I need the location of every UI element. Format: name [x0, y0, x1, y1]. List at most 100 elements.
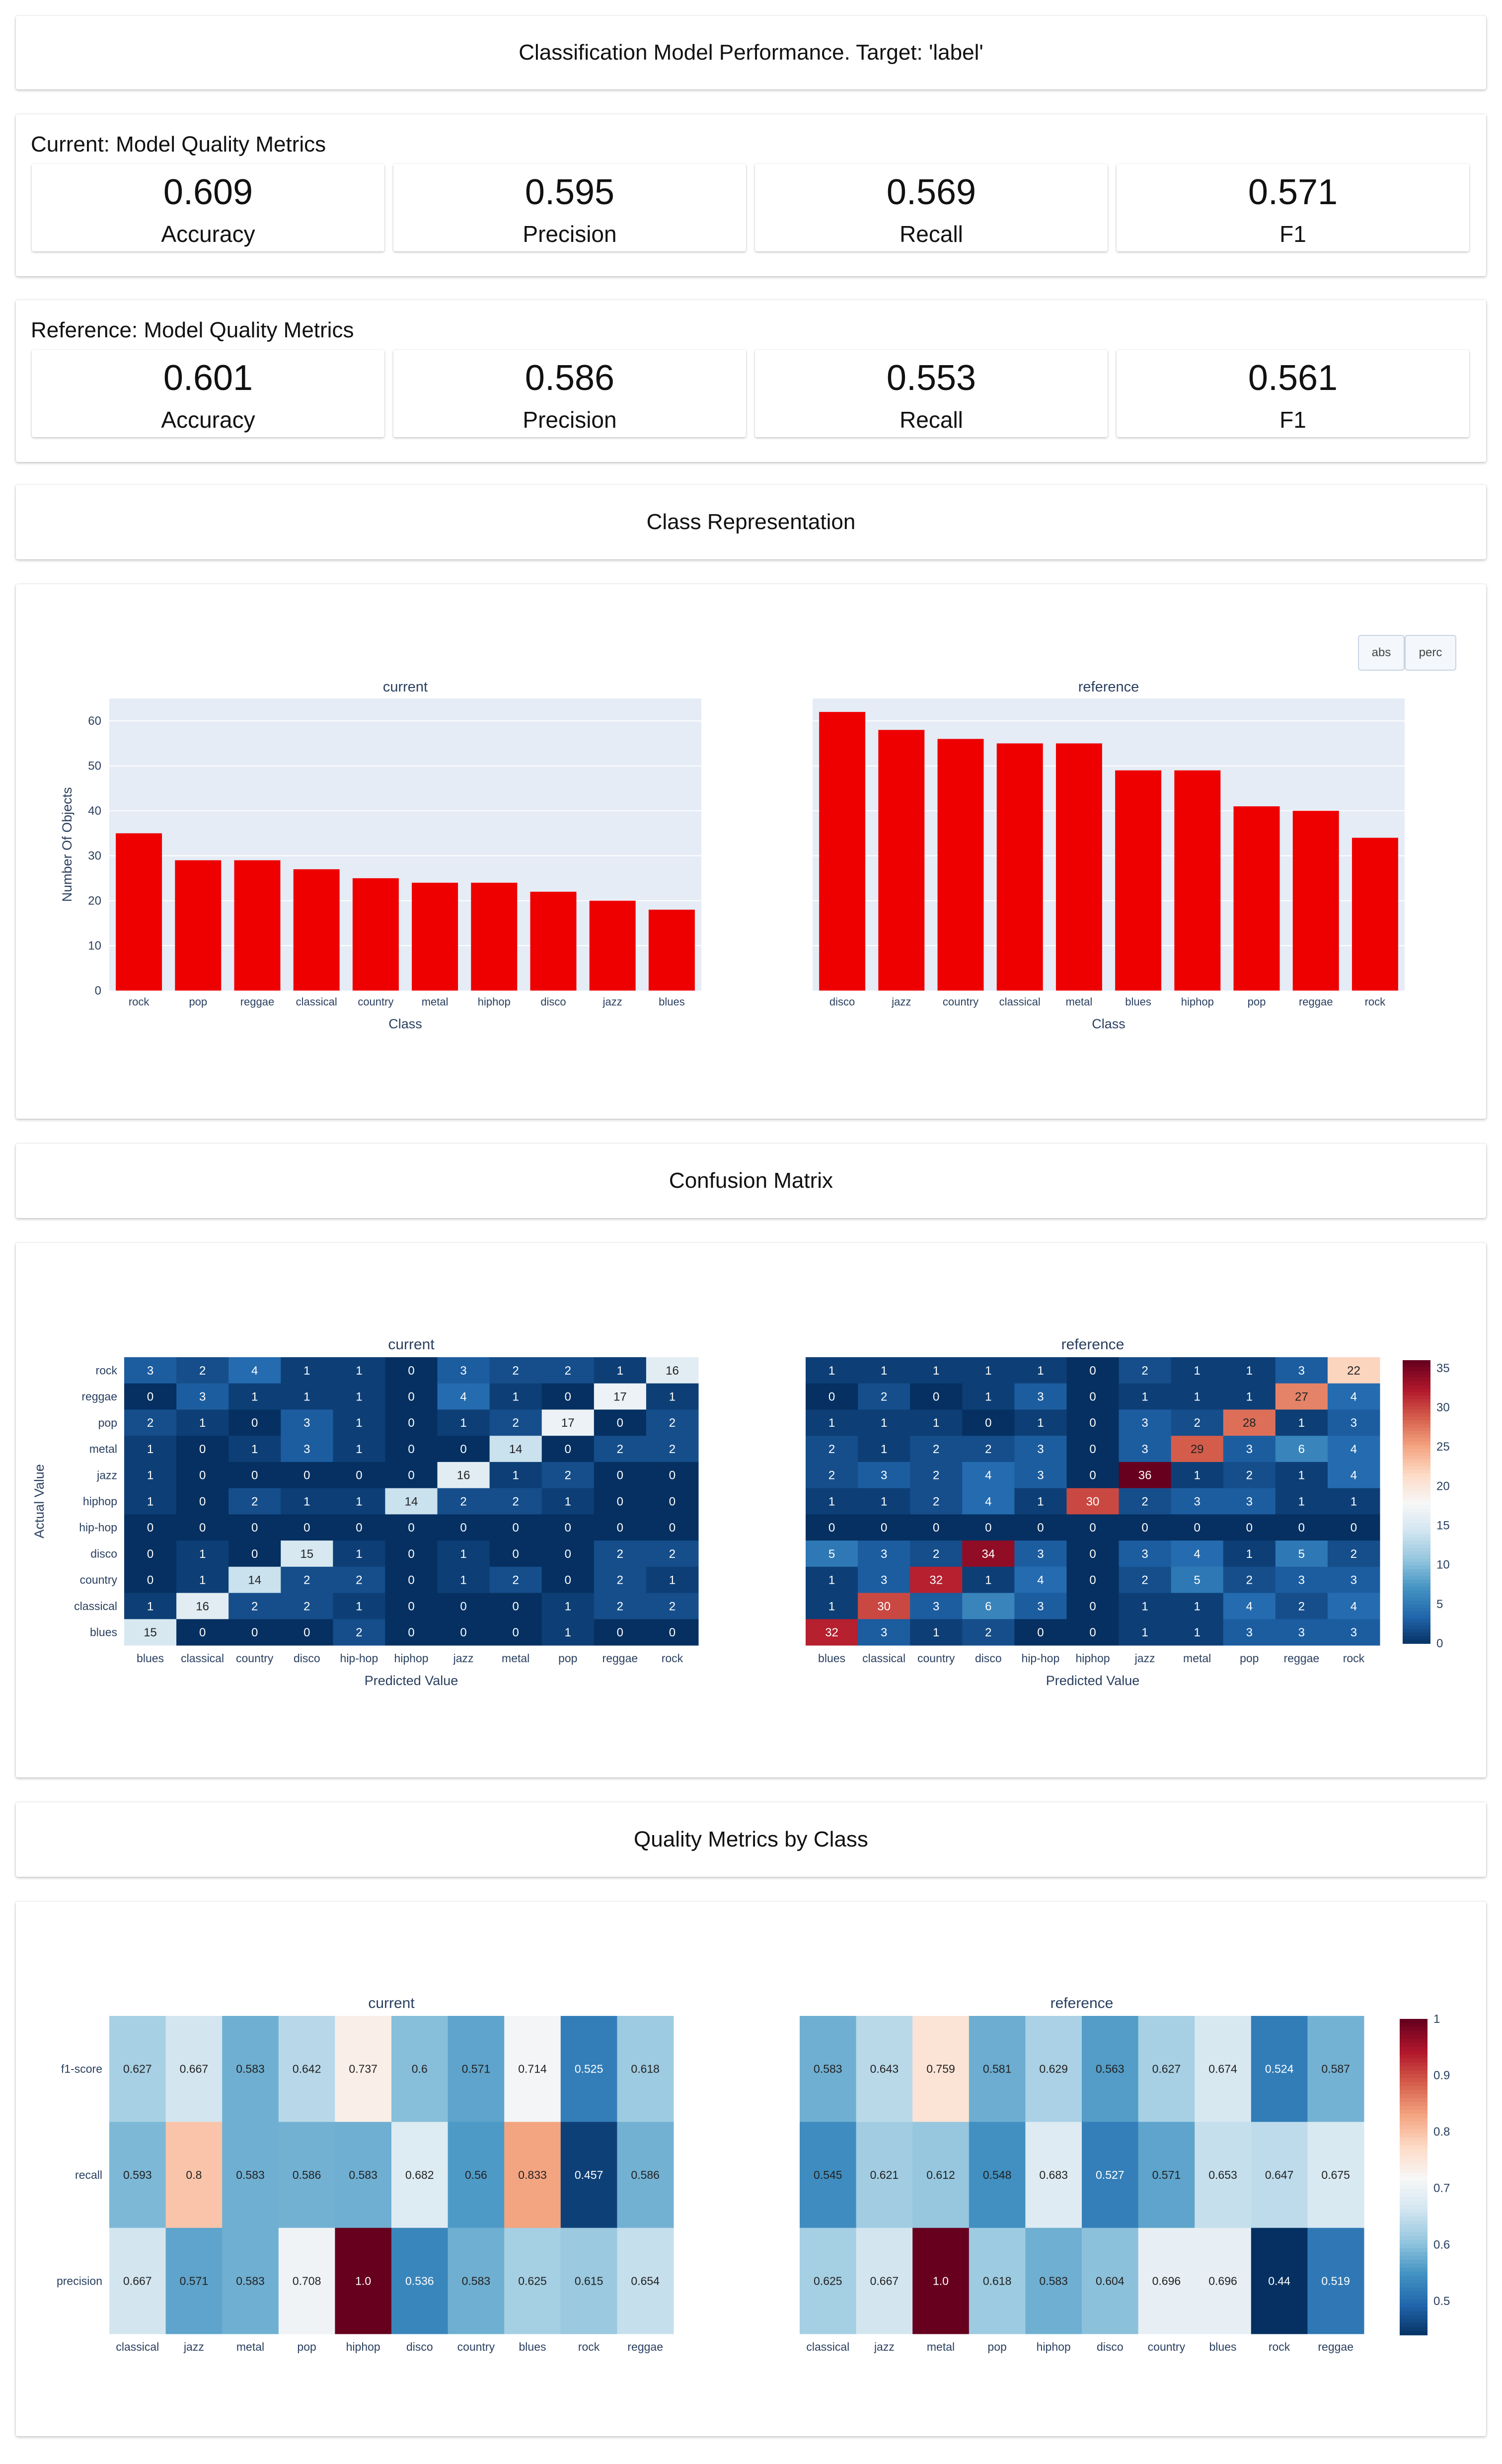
cell-label: 0 [617, 1416, 623, 1430]
heatmap-cell [1119, 1409, 1172, 1436]
heatmap-cell [1223, 1436, 1276, 1463]
cell-label: 0 [408, 1600, 414, 1613]
cell-label: 2 [669, 1547, 676, 1561]
cell-label: 1 [356, 1416, 362, 1430]
heatmap-cell [962, 1514, 1015, 1541]
heatmap-cell [281, 1409, 333, 1436]
heatmap-cell [910, 1409, 963, 1436]
bar-country [937, 739, 984, 991]
heatmap-cell [437, 1462, 490, 1489]
heatmap-cell [594, 1619, 647, 1646]
reference-f1-metric: 0.561 F1 [1117, 350, 1469, 437]
perc-toggle-button[interactable]: perc [1405, 635, 1456, 671]
cell-label: 1 [1141, 1626, 1148, 1639]
abs-toggle-button[interactable]: abs [1358, 635, 1405, 671]
y-tick-label: 40 [88, 804, 101, 818]
colorbar-tick-label: 25 [1436, 1440, 1450, 1454]
colorbar-band [1400, 2101, 1427, 2106]
cell-label: 0.833 [518, 2168, 547, 2181]
colorbar-band [1400, 2303, 1427, 2308]
heatmap-cell [1066, 1619, 1120, 1646]
colorbar-band [1400, 2192, 1427, 2197]
cell-label: 1 [669, 1390, 676, 1403]
cell-label: 0 [1089, 1416, 1096, 1430]
cell-label: 32 [929, 1574, 943, 1587]
colorbar-band [1400, 2125, 1427, 2130]
x-tick-label: rock [662, 1652, 683, 1665]
colorbar-band [1403, 1399, 1430, 1403]
heatmap-cell [858, 1488, 910, 1515]
colorbar-band [1400, 2149, 1427, 2154]
cell-label: 1 [828, 1364, 835, 1378]
heatmap-cell [912, 2228, 970, 2334]
bar-jazz [589, 901, 636, 991]
heatmap-cell [176, 1383, 229, 1410]
x-tick-label: reggae [602, 1652, 638, 1665]
cell-label: 0.653 [1208, 2168, 1237, 2181]
cell-label: 0.615 [575, 2274, 603, 2287]
y-tick-label: 60 [88, 714, 101, 728]
heatmap-cell [165, 2016, 223, 2122]
cell-label: 2 [513, 1364, 519, 1378]
heatmap-cell [541, 1357, 595, 1384]
quality-by-class-card: 0.627 0.667 0.583 0.642 0.737 0.6 0.571 0.714 0.… [16, 1902, 1486, 2436]
cell-label: 36 [1138, 1469, 1152, 1482]
cell-label: 3 [1141, 1416, 1148, 1430]
heatmap-cell [1066, 1514, 1120, 1541]
cell-label: 1 [985, 1574, 991, 1587]
heatmap-cell [228, 1488, 281, 1515]
current-metrics-heading: Current: Model Quality Metrics [31, 132, 326, 156]
current-metrics-card: Current: Model Quality Metrics 0.609 Acc… [16, 114, 1486, 276]
cell-label: 0 [565, 1521, 571, 1535]
cell-label: 3 [1351, 1416, 1357, 1430]
colorbar-band [1403, 1530, 1430, 1535]
y-tick-label: precision [57, 2274, 102, 2287]
colorbar-band [1400, 2173, 1427, 2177]
heatmap-cell [1066, 1566, 1120, 1594]
cell-label: 3 [1246, 1626, 1253, 1639]
cell-label: 2 [303, 1600, 310, 1613]
subplot-title: reference [1061, 1336, 1125, 1353]
reference-metrics-heading: Reference: Model Quality Metrics [31, 318, 354, 342]
heatmap-cell [594, 1357, 647, 1384]
cell-label: 0 [513, 1521, 519, 1535]
heatmap-cell [333, 1436, 385, 1463]
cell-label: 0.524 [1265, 2063, 1294, 2076]
colorbar-band [1400, 2058, 1427, 2063]
heatmap-cell [1327, 1619, 1380, 1646]
heatmap-cell [594, 1383, 647, 1410]
current-recall-metric: 0.569 Recall [755, 164, 1108, 251]
x-tick-label: jazz [183, 2340, 204, 2353]
colorbar-band [1403, 1604, 1430, 1609]
colorbar-band [1403, 1456, 1430, 1460]
heatmap-cell [1066, 1383, 1120, 1410]
heatmap-cell [222, 2228, 279, 2334]
x-tick-label: jazz [602, 996, 622, 1008]
x-tick-label: hiphop [346, 2340, 380, 2353]
cell-label: 0 [985, 1521, 991, 1535]
cell-label: 0.583 [236, 2063, 265, 2076]
x-tick-label: blues [1209, 2340, 1237, 2353]
heatmap-cell [1171, 1357, 1224, 1384]
heatmap-cell [646, 1593, 699, 1619]
cell-label: 34 [981, 1547, 995, 1561]
cell-label: 1 [669, 1574, 676, 1587]
bar-pop [1233, 806, 1280, 991]
colorbar-band [1403, 1406, 1430, 1410]
cell-label: 0.583 [1039, 2274, 1068, 2287]
heatmap-cell [281, 1462, 333, 1489]
heatmap-cell [1066, 1540, 1120, 1567]
x-axis-label: Predicted Value [365, 1673, 458, 1688]
cell-label: 2 [617, 1547, 623, 1561]
heatmap-cell [594, 1540, 647, 1567]
heatmap-cell [646, 1514, 699, 1541]
y-tick-label: hip-hop [79, 1521, 117, 1534]
colorbar-band [1400, 2287, 1427, 2292]
cell-label: 1 [356, 1443, 362, 1456]
cell-label: 0.571 [1152, 2168, 1181, 2181]
cell-label: 0 [1141, 1521, 1148, 1535]
x-tick-label: disco [829, 996, 855, 1008]
y-tick-label: 20 [88, 894, 101, 908]
heatmap-cell [1275, 1619, 1328, 1646]
x-tick-label: jazz [1134, 1652, 1155, 1665]
